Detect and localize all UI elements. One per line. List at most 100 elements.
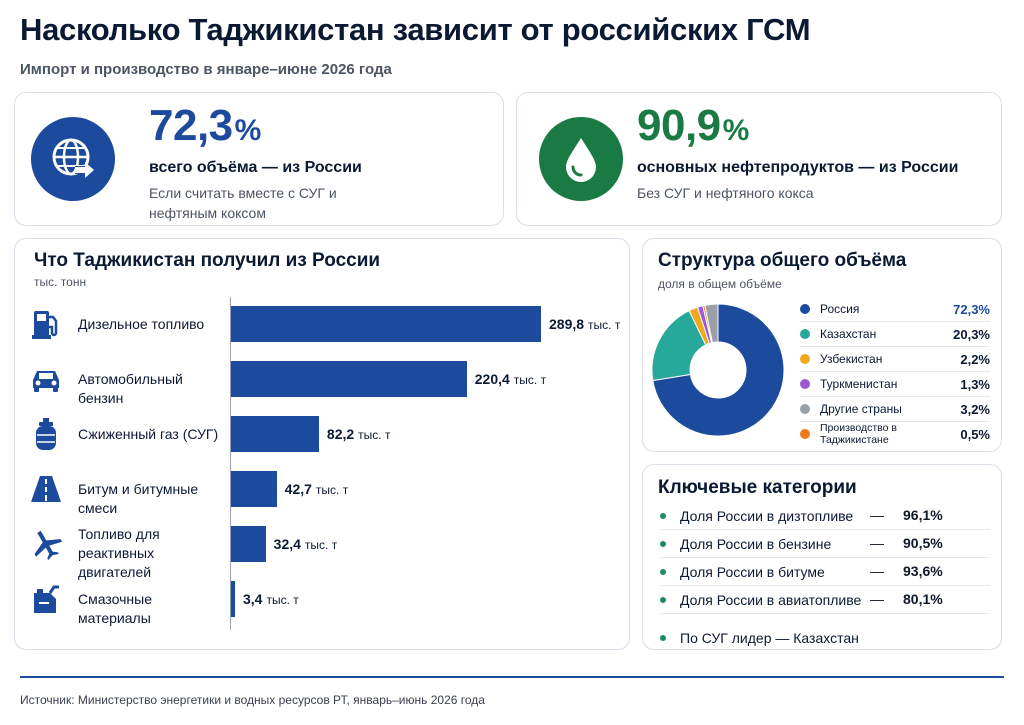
bar <box>231 361 467 397</box>
donut-slice <box>652 303 785 437</box>
key-divider <box>660 557 990 558</box>
bars-unit: тыс. тонн <box>34 275 87 289</box>
kpi-card-russia-main: 90,9% основных нефтепродуктов — из Росси… <box>516 92 1002 226</box>
key-divider <box>660 529 990 530</box>
legend-item: Туркменистан 1,3% <box>800 373 990 395</box>
legend-value: 2,2% <box>960 351 990 367</box>
key-item-value: 96,1% <box>903 507 943 523</box>
oil-canister-icon <box>28 581 64 617</box>
bar-value-label: 220,4 тыс. т <box>474 371 547 387</box>
legend-item: Другие страны 3,2% <box>800 398 990 420</box>
legend-value: 72,3% <box>953 301 990 317</box>
donut-chart <box>651 303 785 437</box>
key-item: Доля России в авиатопливе <box>660 590 861 610</box>
key-item-value: 93,6% <box>903 563 943 579</box>
globe-arrow-icon <box>31 117 115 201</box>
key-item-label: Доля России в бензине <box>680 536 832 552</box>
kpi-label: основных нефтепродуктов — из России <box>637 159 959 176</box>
airplane-icon <box>28 526 64 562</box>
key-item: Доля России в дизтопливе <box>660 506 853 526</box>
bar <box>231 416 319 452</box>
legend-item: Производство в Таджикистане 0,5% <box>800 422 990 446</box>
bar <box>231 581 235 617</box>
donut-unit: доля в общем объёме <box>658 277 782 291</box>
bar-value-label: 289,8 тыс. т <box>549 316 621 332</box>
legend-item: Россия 72,3% <box>800 298 990 320</box>
key-item-label: Доля России в дизтопливе <box>680 508 854 524</box>
legend-divider <box>800 321 990 322</box>
kpi-value: 90,9% <box>637 101 749 150</box>
legend-divider <box>800 346 990 347</box>
bar <box>231 471 277 507</box>
bar-category-label: Битум и битумные смеси <box>78 480 199 516</box>
key-item-dash: — <box>870 563 884 579</box>
legend-divider <box>800 421 990 422</box>
key-note: По СУГ лидер — Казахстан <box>660 628 859 648</box>
bars-card <box>14 238 630 650</box>
legend-swatch <box>800 429 810 439</box>
bar-category-label: Смазочные материалы <box>78 590 152 626</box>
key-item-label: Доля России в битуме <box>680 564 825 580</box>
bar-category-label: Автомобильный бензин <box>78 370 183 406</box>
legend-label: Другие страны <box>820 402 902 416</box>
bar-category-label: Дизельное топливо <box>78 315 205 332</box>
legend-value: 3,2% <box>960 401 990 417</box>
legend-divider <box>800 371 990 372</box>
kpi-note: Без СУГ и нефтяного кокса <box>637 185 814 201</box>
bars-title: Что Таджикистан получил из России <box>34 250 381 271</box>
bar-value-label: 3,4 тыс. т <box>243 591 299 607</box>
legend-value: 1,3% <box>960 376 990 392</box>
bar-value-label: 42,7 тыс. т <box>284 481 349 497</box>
legend-value: 20,3% <box>953 326 990 342</box>
legend-swatch <box>800 329 810 339</box>
bullet-icon <box>660 513 666 519</box>
kpi-value: 72,3% <box>149 101 261 150</box>
legend-divider <box>800 396 990 397</box>
car-icon <box>28 361 64 397</box>
legend-swatch <box>800 404 810 414</box>
key-note-text: По СУГ лидер — Казахстан <box>680 630 859 646</box>
bullet-icon <box>660 541 666 547</box>
kpi-card-russia-total: 72,3% всего объёма — из России Если счит… <box>14 92 504 226</box>
bar-axis <box>230 297 231 630</box>
legend-item: Узбекистан 2,2% <box>800 348 990 370</box>
legend-label: Производство в Таджикистане <box>820 422 897 446</box>
bullet-icon <box>660 597 666 603</box>
kpi-note: Если считать вместе с СУГ и нефтяным кок… <box>149 185 337 221</box>
legend-label: Узбекистан <box>820 352 883 366</box>
source-note: Источник: Министерство энергетики и водн… <box>20 693 485 707</box>
legend-swatch <box>800 379 810 389</box>
key-item-dash: — <box>870 535 884 551</box>
key-item: Доля России в бензине <box>660 534 831 554</box>
key-item: Доля России в битуме <box>660 562 825 582</box>
drop-icon <box>539 117 623 201</box>
footer-divider <box>20 676 1004 678</box>
gas-cylinder-icon <box>28 416 64 452</box>
bar-value-label: 82,2 тыс. т <box>326 426 391 442</box>
key-item-value: 90,5% <box>903 535 943 551</box>
page-subtitle: Импорт и производство в январе–июне 2026… <box>20 61 392 78</box>
key-divider <box>660 613 990 614</box>
key-title: Ключевые категории <box>658 477 857 498</box>
legend-label: Россия <box>820 302 860 316</box>
legend-swatch <box>800 304 810 314</box>
legend-label: Казахстан <box>820 327 877 341</box>
donut-slice <box>704 303 719 344</box>
legend-item: Казахстан 20,3% <box>800 323 990 345</box>
kpi-label: всего объёма — из России <box>149 159 362 176</box>
road-icon <box>28 471 64 507</box>
bar-category-label: Топливо для реактивных двигателей <box>78 526 160 580</box>
bullet-icon <box>660 569 666 575</box>
key-item-value: 80,1% <box>903 591 943 607</box>
bar <box>231 306 541 342</box>
key-item-dash: — <box>870 507 884 523</box>
bar <box>231 526 266 562</box>
key-divider <box>660 585 990 586</box>
legend-label: Туркменистан <box>820 377 898 391</box>
legend-swatch <box>800 354 810 364</box>
page-title: Насколько Таджикистан зависит от российс… <box>20 12 811 47</box>
key-item-dash: — <box>870 591 884 607</box>
bar-category-label: Сжиженный газ (СУГ) <box>78 425 219 442</box>
bullet-icon <box>660 635 666 641</box>
bar-value-label: 32,4 тыс. т <box>273 536 338 552</box>
